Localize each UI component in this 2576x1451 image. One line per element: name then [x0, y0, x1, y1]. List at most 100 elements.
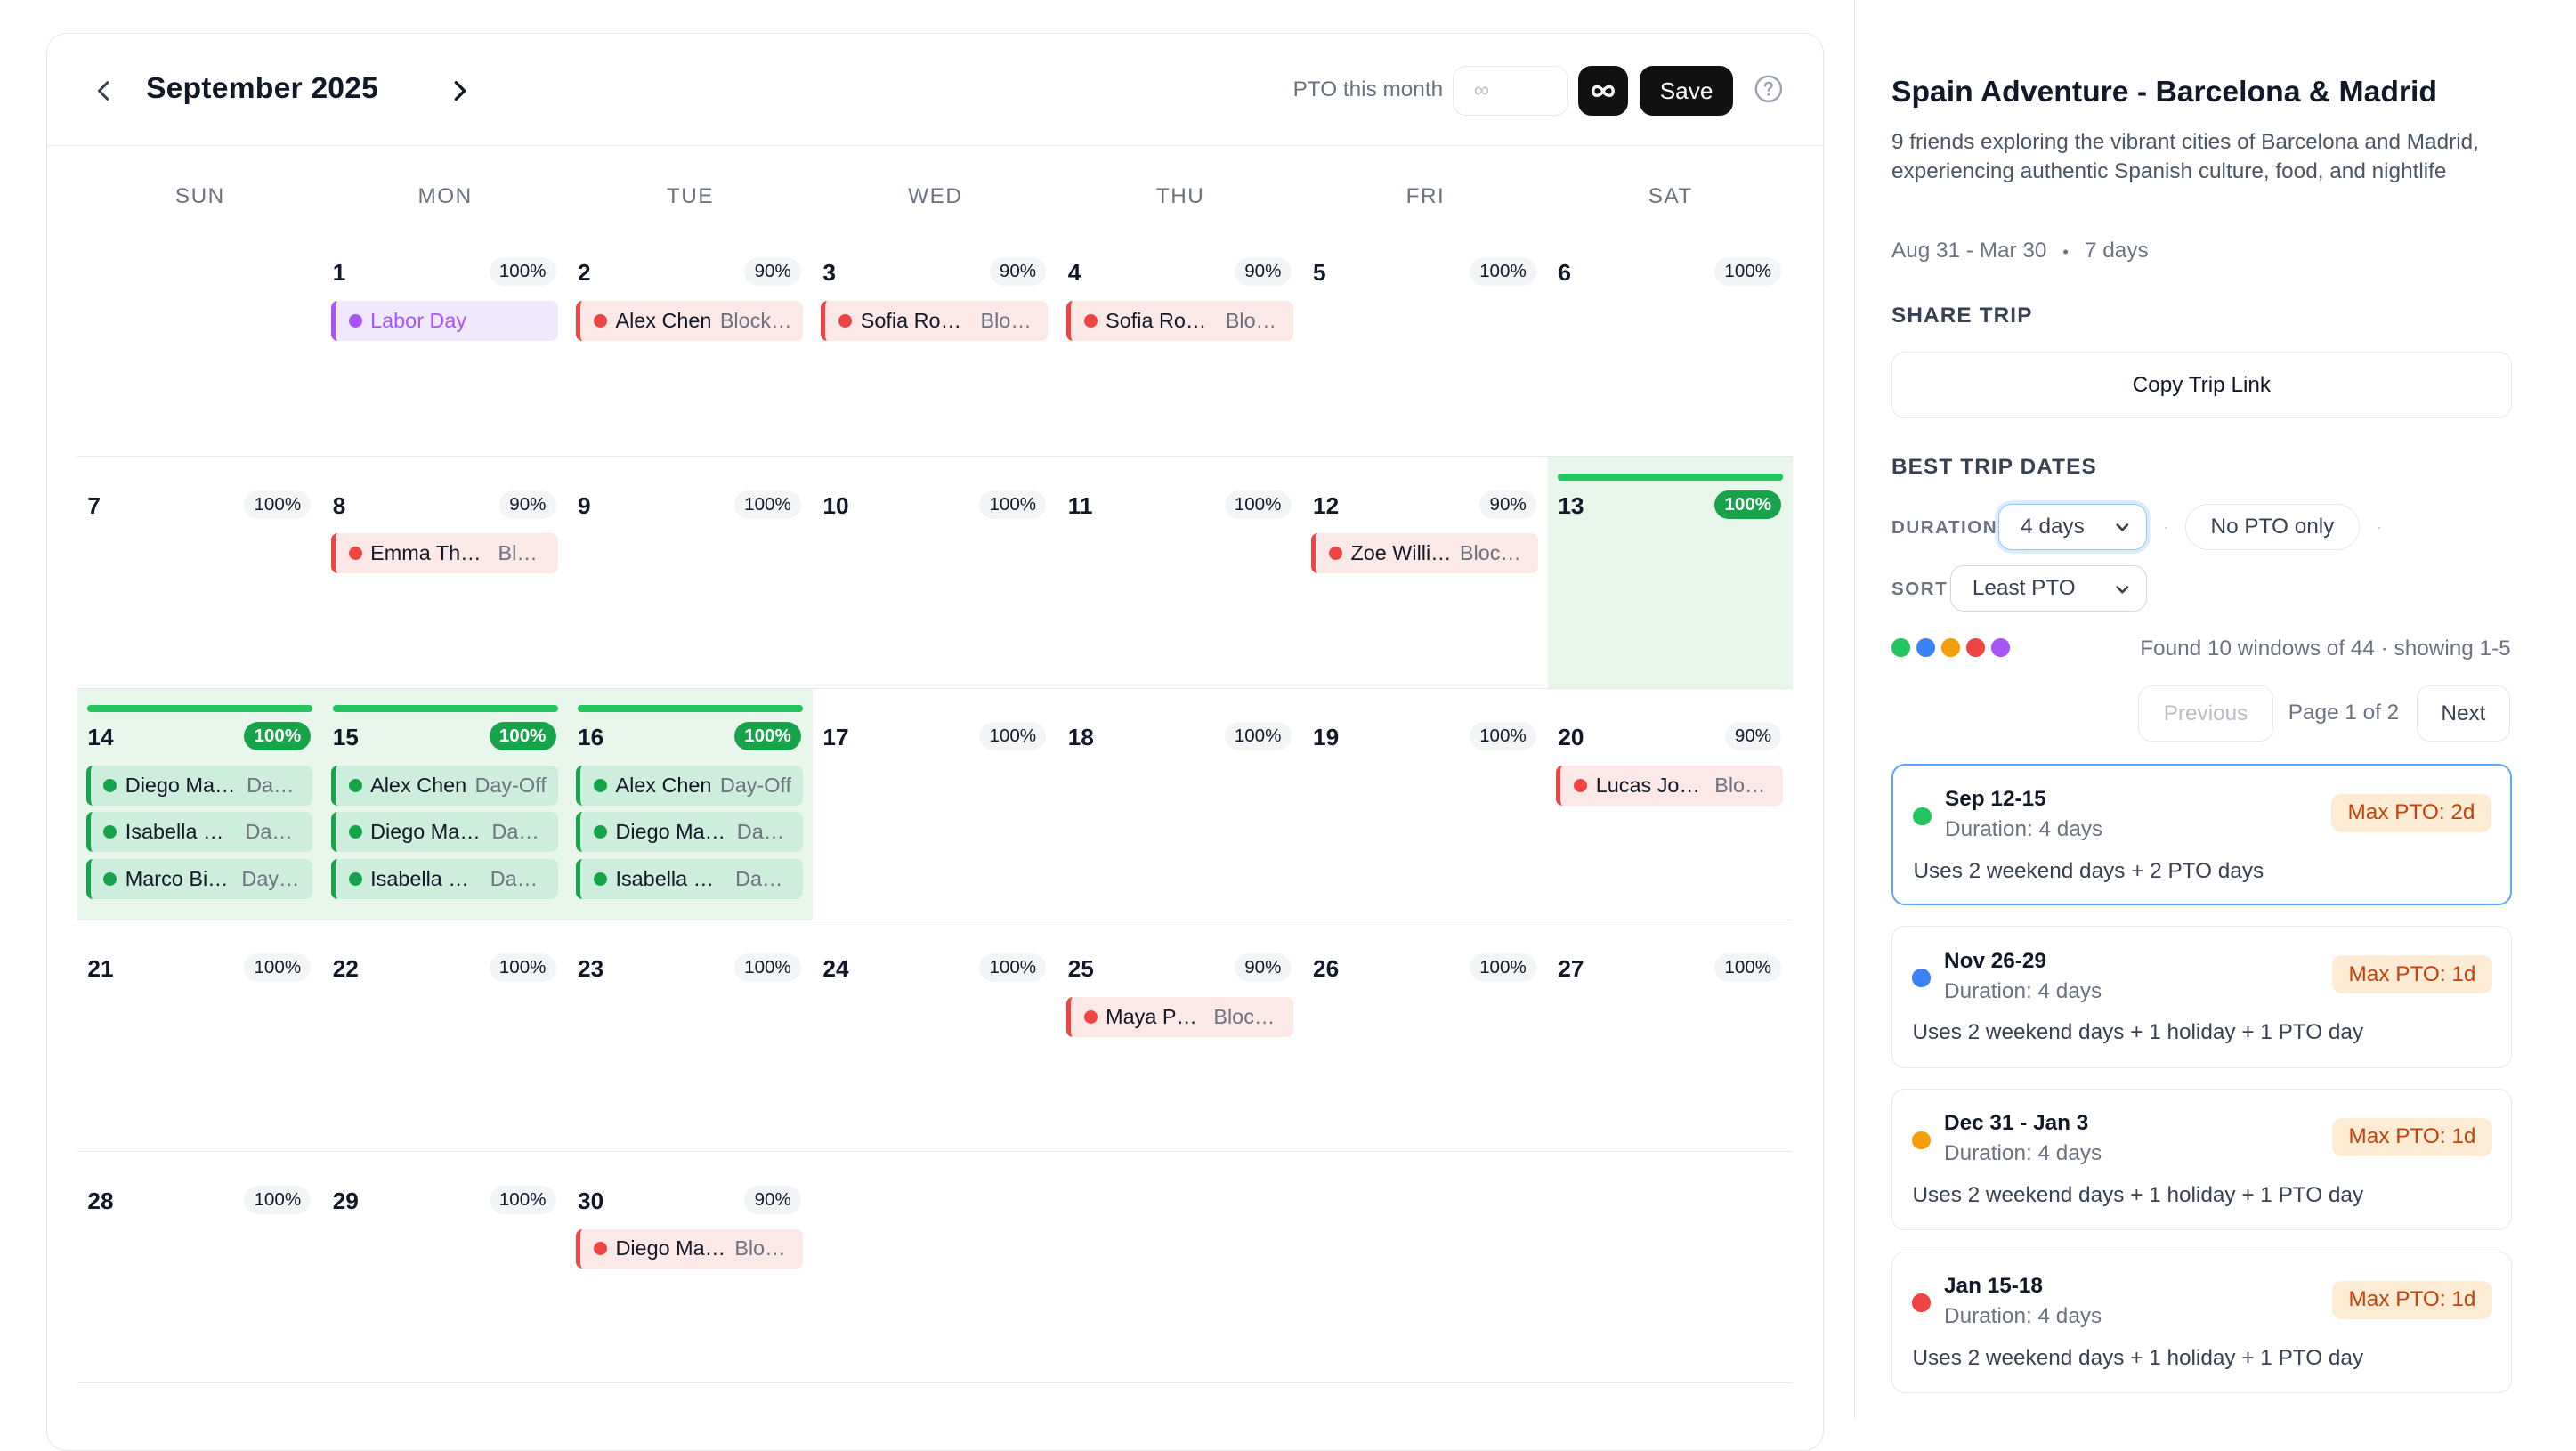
day-number: 29 — [332, 1187, 359, 1214]
calendar-day-cell[interactable]: 25 90% Maya Pa… Block… — [1057, 920, 1302, 1152]
calendar-day-cell[interactable]: 14 100% Diego Mar… Day… Isabella S… Day… Marco… — [77, 688, 323, 920]
dayoff-event[interactable]: Marco Bia… Day-… — [85, 858, 313, 899]
legend-dot-icon — [1916, 638, 1935, 657]
calendar-day-cell[interactable]: 24 100% — [813, 920, 1057, 1152]
blocked-event[interactable]: Emma Tho… Blo… — [330, 533, 558, 574]
best-window-bar — [1558, 474, 1784, 481]
blocked-event[interactable]: Sofia Rodr… Bloc… — [1065, 301, 1293, 342]
calendar-day-cell[interactable]: 26 100% — [1303, 920, 1548, 1152]
calendar-day-cell[interactable]: 1 100% Labor Day — [322, 224, 567, 456]
trip-meta: Aug 31 - Mar 30 • 7 days — [1891, 239, 2149, 263]
weekday-label: SAT — [1648, 184, 1693, 209]
window-duration: Duration: 4 days — [1944, 1303, 2102, 1328]
next-page-button[interactable]: Next — [2416, 685, 2510, 742]
availability-badge: 100% — [244, 1185, 312, 1214]
status-dot-icon — [838, 314, 853, 328]
blocked-event[interactable]: Sofia Rodr… Bloc… — [821, 301, 1049, 342]
blocked-event[interactable]: Diego Mar… Bloc… — [576, 1228, 803, 1269]
calendar-day-cell[interactable]: 3 90% Sofia Rodr… Bloc… — [813, 224, 1057, 456]
duration-select[interactable]: 4 days — [1997, 503, 2147, 551]
calendar-day-cell[interactable]: 10 100% — [813, 457, 1057, 688]
trip-window-card[interactable]: Jan 15-18 Duration: 4 days Max PTO: 1d Uses… — [1891, 1251, 2512, 1393]
previous-page-button[interactable]: Previous — [2138, 685, 2273, 742]
blocked-event[interactable]: Maya Pa… Block… — [1065, 997, 1293, 1038]
availability-badge: 90% — [989, 257, 1047, 287]
dayoff-event[interactable]: Diego Mar… Day… — [330, 812, 558, 853]
window-color-dot-icon — [1912, 1293, 1932, 1313]
calendar-day-cell[interactable]: 30 90% Diego Mar… Bloc… — [568, 1152, 813, 1383]
calendar-day-cell[interactable]: 11 100% — [1057, 457, 1302, 688]
dayoff-event[interactable]: Alex Chen Day-Off — [576, 765, 803, 806]
availability-badge: 90% — [744, 257, 802, 287]
calendar-day-cell[interactable]: 8 90% Emma Tho… Blo… — [322, 457, 567, 688]
event-person: Labor Day — [370, 309, 467, 333]
status-dot-icon — [1329, 547, 1343, 561]
trip-window-card[interactable]: Nov 26-29 Duration: 4 days Max PTO: 1d Uses… — [1891, 926, 2512, 1068]
calendar-week-row: 7 100% 8 90% Emma Tho… Blo… 9 100% 10 100% 11 100% 1… — [77, 456, 1794, 689]
no-pto-only-toggle[interactable]: No PTO only — [2184, 503, 2361, 551]
status-dot-icon — [348, 871, 362, 886]
availability-badge: 100% — [1224, 490, 1292, 519]
calendar-week-row: 1 100% Labor Day 2 90% Alex Chen Blocked 3 90% So… — [77, 224, 1793, 456]
calendar-day-cell[interactable]: 27 100% — [1548, 920, 1793, 1152]
dayoff-event[interactable]: Diego Mar… Day… — [85, 765, 313, 806]
calendar-day-cell[interactable]: 17 100% — [813, 689, 1057, 920]
event-person: Isabella S… — [370, 866, 482, 890]
pto-input[interactable] — [1453, 66, 1568, 117]
dayoff-event[interactable]: Diego Mar… Day… — [576, 812, 803, 853]
calendar-day-cell[interactable]: 12 90% Zoe Willi… Bloc… — [1303, 457, 1548, 688]
event-status: Bloc… — [734, 1236, 793, 1261]
unlimited-pto-button[interactable] — [1577, 66, 1629, 117]
found-windows-text: Found 10 windows of 44 · showing 1-5 — [2140, 636, 2511, 661]
blocked-event[interactable]: Lucas Joh… Bloc… — [1556, 765, 1784, 806]
day-number: 4 — [1067, 259, 1081, 287]
dayoff-event[interactable]: Alex Chen Day-Off — [330, 765, 558, 806]
holiday-event[interactable]: Labor Day — [330, 301, 558, 342]
calendar-day-cell[interactable]: 5 100% — [1303, 224, 1548, 456]
legend-dot-icon — [1991, 638, 2010, 657]
sort-label: SORT — [1891, 578, 1948, 599]
day-events: Alex Chen Day-Off Diego Mar… Day… Isabella S… — [330, 765, 558, 899]
calendar-day-cell[interactable]: 21 100% — [77, 920, 322, 1152]
sort-select[interactable]: Least PTO — [1949, 564, 2147, 612]
calendar-day-cell[interactable]: 4 90% Sofia Rodr… Bloc… — [1057, 224, 1302, 456]
event-status: Day… — [491, 820, 548, 844]
window-dates: Jan 15-18 — [1944, 1274, 2043, 1299]
trip-window-card[interactable]: Dec 31 - Jan 3 Duration: 4 days Max PTO: 1… — [1891, 1089, 2512, 1231]
calendar-day-cell[interactable]: 29 100% — [322, 1152, 567, 1383]
calendar-day-cell[interactable]: 18 100% — [1057, 689, 1302, 920]
calendar-day-cell[interactable]: 16 100% Alex Chen Day-Off Diego Mar… Day… Isab… — [567, 688, 814, 920]
event-person: Alex Chen — [615, 309, 712, 333]
calendar-day-cell[interactable]: 9 100% — [568, 457, 813, 688]
event-status: Bloc… — [1459, 541, 1521, 565]
dayoff-event[interactable]: Isabella S… Day… — [576, 858, 803, 899]
calendar-day-cell[interactable]: 23 100% — [568, 920, 813, 1152]
calendar-day-cell[interactable]: 19 100% — [1303, 689, 1548, 920]
blocked-event[interactable]: Alex Chen Blocked — [576, 301, 803, 342]
chevron-down-icon — [2116, 523, 2129, 531]
calendar-day-cell[interactable]: 6 100% — [1548, 224, 1793, 456]
save-button[interactable]: Save — [1640, 66, 1734, 117]
calendar-day-cell[interactable]: 13 100% — [1548, 457, 1794, 689]
calendar-day-cell[interactable]: 2 90% Alex Chen Blocked — [568, 224, 813, 456]
availability-badge: 90% — [1479, 490, 1536, 519]
dayoff-event[interactable]: Isabella S… Day… — [330, 858, 558, 899]
blocked-event[interactable]: Zoe Willi… Bloc… — [1311, 533, 1538, 574]
prev-month-button[interactable] — [81, 68, 127, 114]
copy-trip-link-button[interactable]: Copy Trip Link — [1891, 352, 2512, 419]
separator-dot: · — [2377, 516, 2383, 536]
availability-badge: 100% — [489, 257, 556, 287]
status-dot-icon — [103, 825, 117, 839]
calendar-day-cell[interactable]: 22 100% — [322, 920, 567, 1152]
help-button[interactable] — [1754, 74, 1784, 104]
calendar-empty-cell — [1303, 1152, 1548, 1383]
calendar-day-cell[interactable]: 28 100% — [77, 1152, 322, 1383]
calendar-day-cell[interactable]: 15 100% Alex Chen Day-Off Diego Mar… Day… Isab… — [322, 688, 568, 920]
trip-window-card[interactable]: Sep 12-15 Duration: 4 days Max PTO: 2d Uses… — [1891, 763, 2512, 906]
calendar-day-cell[interactable]: 7 100% — [77, 457, 322, 688]
event-person: Diego Mar… — [125, 773, 239, 797]
next-month-button[interactable] — [436, 68, 482, 114]
weekday-header-row: SUN MON TUE WED THU FRI SAT — [77, 184, 1794, 217]
calendar-day-cell[interactable]: 20 90% Lucas Joh… Bloc… — [1548, 689, 1793, 920]
dayoff-event[interactable]: Isabella S… Day… — [85, 812, 313, 853]
